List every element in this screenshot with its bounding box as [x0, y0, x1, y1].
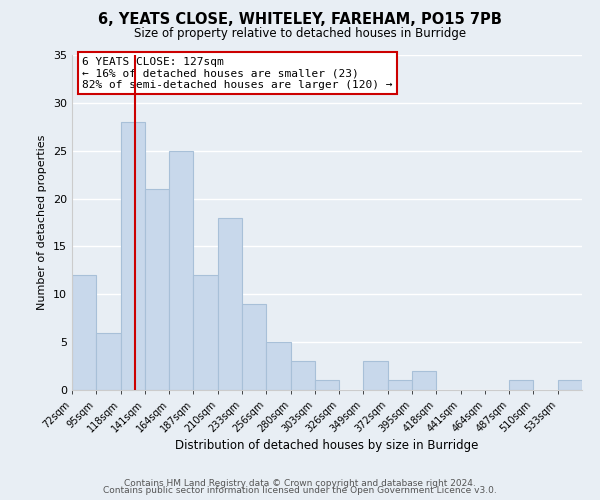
Y-axis label: Number of detached properties: Number of detached properties — [37, 135, 47, 310]
Bar — [218, 218, 242, 390]
Text: Contains public sector information licensed under the Open Government Licence v3: Contains public sector information licen… — [103, 486, 497, 495]
X-axis label: Distribution of detached houses by size in Burridge: Distribution of detached houses by size … — [175, 440, 479, 452]
Text: Contains HM Land Registry data © Crown copyright and database right 2024.: Contains HM Land Registry data © Crown c… — [124, 478, 476, 488]
Bar — [388, 380, 412, 390]
Bar — [145, 189, 169, 390]
Bar — [558, 380, 582, 390]
Bar — [169, 150, 193, 390]
Bar — [266, 342, 290, 390]
Bar — [242, 304, 266, 390]
Bar — [193, 275, 218, 390]
Bar — [121, 122, 145, 390]
Bar — [72, 275, 96, 390]
Bar — [509, 380, 533, 390]
Bar — [96, 332, 121, 390]
Text: 6 YEATS CLOSE: 127sqm
← 16% of detached houses are smaller (23)
82% of semi-deta: 6 YEATS CLOSE: 127sqm ← 16% of detached … — [82, 56, 392, 90]
Bar — [364, 362, 388, 390]
Bar — [412, 371, 436, 390]
Text: 6, YEATS CLOSE, WHITELEY, FAREHAM, PO15 7PB: 6, YEATS CLOSE, WHITELEY, FAREHAM, PO15 … — [98, 12, 502, 28]
Text: Size of property relative to detached houses in Burridge: Size of property relative to detached ho… — [134, 28, 466, 40]
Bar — [315, 380, 339, 390]
Bar — [290, 362, 315, 390]
